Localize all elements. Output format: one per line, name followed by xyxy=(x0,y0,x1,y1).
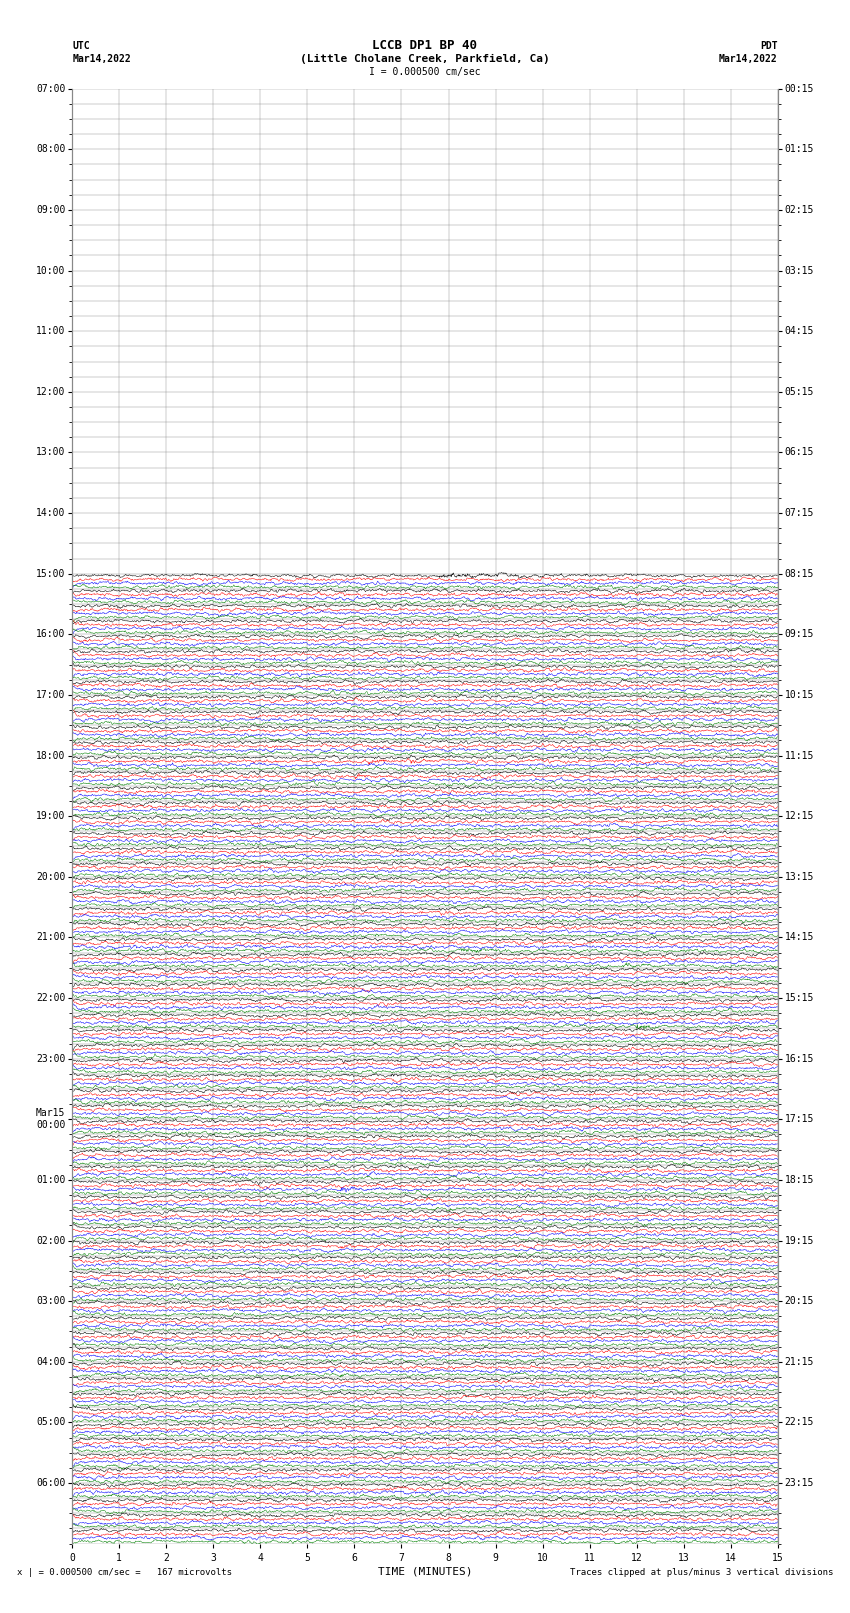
Text: Traces clipped at plus/minus 3 vertical divisions: Traces clipped at plus/minus 3 vertical … xyxy=(570,1568,833,1578)
X-axis label: TIME (MINUTES): TIME (MINUTES) xyxy=(377,1566,473,1578)
Text: Mar14,2022: Mar14,2022 xyxy=(719,53,778,65)
Text: LCCB DP1 BP 40: LCCB DP1 BP 40 xyxy=(372,39,478,53)
Text: UTC: UTC xyxy=(72,40,90,52)
Text: PDT: PDT xyxy=(760,40,778,52)
Text: I = 0.000500 cm/sec: I = 0.000500 cm/sec xyxy=(369,66,481,77)
Text: x | = 0.000500 cm/sec =   167 microvolts: x | = 0.000500 cm/sec = 167 microvolts xyxy=(17,1568,232,1578)
Text: Mar14,2022: Mar14,2022 xyxy=(72,53,131,65)
Text: (Little Cholane Creek, Parkfield, Ca): (Little Cholane Creek, Parkfield, Ca) xyxy=(300,53,550,65)
